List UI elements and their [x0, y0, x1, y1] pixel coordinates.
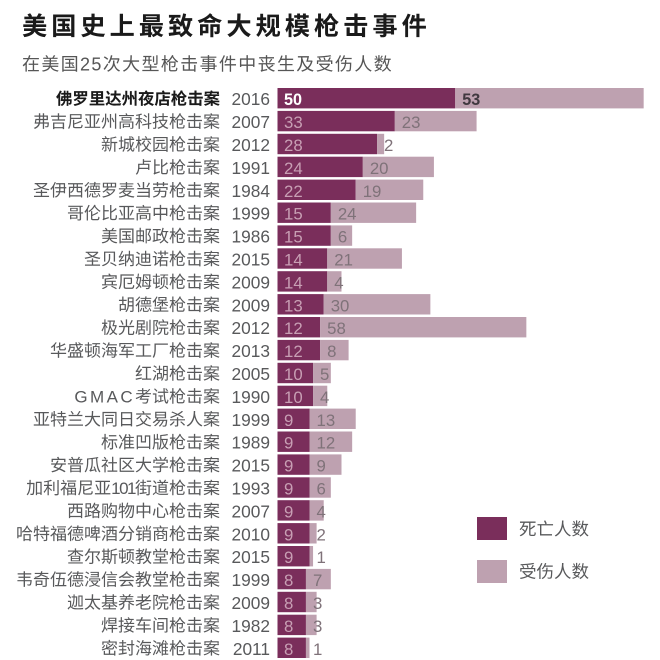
- svg-text:22: 22: [284, 182, 303, 201]
- svg-text:2015: 2015: [232, 547, 270, 567]
- svg-text:53: 53: [462, 91, 480, 109]
- svg-text:15: 15: [284, 205, 303, 224]
- svg-text:8: 8: [284, 617, 293, 636]
- svg-text:1: 1: [317, 548, 326, 567]
- svg-text:1991: 1991: [232, 158, 270, 178]
- svg-text:30: 30: [331, 296, 350, 315]
- svg-text:1999: 1999: [232, 204, 270, 224]
- svg-text:2010: 2010: [232, 524, 270, 544]
- svg-text:13: 13: [317, 411, 336, 430]
- svg-text:4: 4: [334, 273, 343, 292]
- svg-text:2016: 2016: [232, 89, 270, 109]
- svg-text:2009: 2009: [232, 272, 270, 292]
- svg-text:15: 15: [284, 228, 303, 247]
- svg-text:7: 7: [313, 571, 322, 590]
- svg-text:2015: 2015: [232, 456, 270, 476]
- svg-text:1989: 1989: [232, 433, 270, 453]
- svg-text:24: 24: [338, 205, 357, 224]
- svg-text:1982: 1982: [232, 616, 270, 636]
- svg-text:2013: 2013: [232, 341, 270, 361]
- svg-text:24: 24: [284, 159, 303, 178]
- svg-text:13: 13: [284, 296, 303, 315]
- svg-text:14: 14: [284, 273, 303, 292]
- svg-text:4: 4: [320, 388, 329, 407]
- svg-text:1990: 1990: [232, 387, 270, 407]
- svg-text:50: 50: [284, 91, 302, 109]
- svg-text:GMAC: GMAC: [74, 387, 135, 406]
- svg-text:8: 8: [284, 640, 293, 659]
- svg-text:14: 14: [284, 251, 303, 270]
- svg-text:2005: 2005: [232, 364, 270, 384]
- svg-text:2015: 2015: [232, 250, 270, 270]
- svg-text:9: 9: [284, 502, 293, 521]
- svg-text:8: 8: [284, 571, 293, 590]
- svg-text:8: 8: [327, 342, 336, 361]
- svg-text:1: 1: [313, 640, 322, 659]
- svg-text:1999: 1999: [232, 570, 270, 590]
- svg-text:2007: 2007: [232, 112, 270, 132]
- svg-text:9: 9: [284, 480, 293, 499]
- svg-text:9: 9: [284, 434, 293, 453]
- svg-text:3: 3: [313, 594, 322, 613]
- svg-text:6: 6: [338, 228, 347, 247]
- svg-text:23: 23: [402, 113, 421, 132]
- svg-text:2: 2: [317, 525, 326, 544]
- svg-text:1986: 1986: [232, 227, 270, 247]
- svg-text:2012: 2012: [232, 135, 270, 155]
- svg-text:20: 20: [370, 159, 389, 178]
- svg-text:19: 19: [363, 182, 382, 201]
- svg-text:1993: 1993: [232, 479, 270, 499]
- svg-text:21: 21: [334, 251, 353, 270]
- svg-text:10: 10: [284, 388, 303, 407]
- svg-text:2011: 2011: [233, 639, 270, 659]
- svg-text:25: 25: [80, 54, 103, 74]
- svg-text:101: 101: [111, 479, 136, 498]
- svg-text:2009: 2009: [232, 295, 270, 315]
- svg-text:9: 9: [284, 525, 293, 544]
- svg-text:9: 9: [284, 548, 293, 567]
- svg-text:28: 28: [284, 136, 303, 155]
- svg-text:33: 33: [284, 113, 303, 132]
- svg-text:2: 2: [384, 136, 393, 155]
- svg-text:6: 6: [317, 480, 326, 499]
- svg-text:3: 3: [313, 617, 322, 636]
- svg-text:8: 8: [284, 594, 293, 613]
- svg-text:9: 9: [284, 411, 293, 430]
- svg-text:12: 12: [317, 434, 336, 453]
- svg-text:4: 4: [317, 502, 326, 521]
- svg-text:5: 5: [320, 365, 329, 384]
- svg-text:58: 58: [327, 319, 346, 338]
- svg-text:2012: 2012: [232, 318, 270, 338]
- svg-text:9: 9: [284, 457, 293, 476]
- svg-text:1984: 1984: [232, 181, 271, 201]
- svg-text:10: 10: [284, 365, 303, 384]
- svg-text:1999: 1999: [232, 410, 270, 430]
- svg-text:12: 12: [284, 342, 303, 361]
- svg-text:2007: 2007: [232, 501, 270, 521]
- svg-text:12: 12: [284, 319, 303, 338]
- svg-text:2009: 2009: [232, 593, 270, 613]
- svg-text:9: 9: [317, 457, 326, 476]
